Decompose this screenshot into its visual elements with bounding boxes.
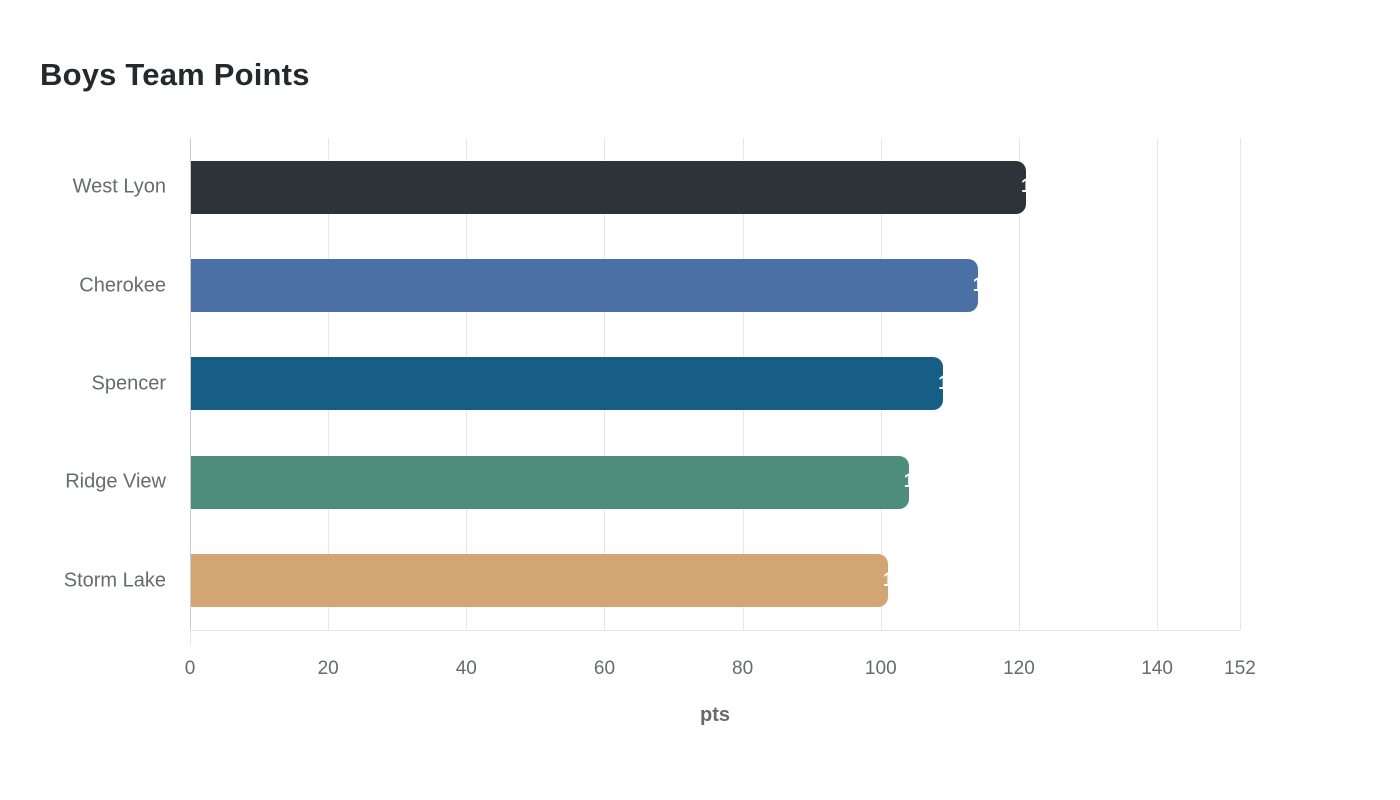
category-label-west-lyon: West Lyon <box>72 175 166 198</box>
category-axis-labels: West Lyon Cherokee Spencer Ridge View Storm … <box>0 138 166 630</box>
bar-cherokee[interactable]: 114 <box>191 259 978 313</box>
gridline-152 <box>1240 138 1241 630</box>
gridline-120 <box>1018 138 1020 630</box>
category-label-spencer: Spencer <box>91 372 167 395</box>
category-label-storm-lake: Storm Lake <box>63 569 166 592</box>
zero-tick-mark <box>190 630 191 645</box>
x-tick-label-140: 140 <box>1141 658 1173 679</box>
bar-value-label: 101 <box>883 570 888 592</box>
category-label-ridge-view: Ridge View <box>65 470 166 493</box>
bar-row: 101 <box>191 532 1240 630</box>
x-tick-label-40: 40 <box>455 658 477 679</box>
gridline-140 <box>1157 138 1159 630</box>
bar-storm-lake[interactable]: 101 <box>191 554 889 608</box>
bar-value-label: 114 <box>973 275 978 297</box>
chart-title: Boys Team Points <box>40 57 310 92</box>
bar-west-lyon[interactable]: 121 <box>191 160 1027 214</box>
bar-row: 104 <box>191 433 1240 531</box>
category-label-cherokee: Cherokee <box>79 274 166 297</box>
bar-spencer[interactable]: 109 <box>191 357 944 411</box>
x-tick-label-120: 120 <box>1003 658 1035 679</box>
bar-value-label: 104 <box>904 471 909 493</box>
bar-ridge-view[interactable]: 104 <box>191 455 909 509</box>
x-tick-label-0: 0 <box>184 658 196 679</box>
x-axis-tick-labels: 0 20 40 60 80 100 120 140 152 <box>185 658 1256 684</box>
bar-row: 109 <box>191 335 1240 433</box>
x-tick-label-60: 60 <box>593 658 616 679</box>
x-tick-label-100: 100 <box>864 658 897 679</box>
x-tick-label-80: 80 <box>732 658 754 679</box>
plot-area: 121 114 109 104 101 <box>190 138 1241 630</box>
bar-row: 121 <box>191 138 1240 236</box>
bar-value-label: 109 <box>938 373 943 395</box>
x-tick-label-152: 152 <box>1224 658 1256 679</box>
x-axis-line <box>190 630 1240 631</box>
bar-value-label: 121 <box>1021 176 1026 198</box>
x-axis-title: pts <box>700 704 730 726</box>
bar-row: 114 <box>191 236 1240 334</box>
y-axis-line <box>190 138 191 630</box>
x-tick-label-20: 20 <box>317 658 339 679</box>
